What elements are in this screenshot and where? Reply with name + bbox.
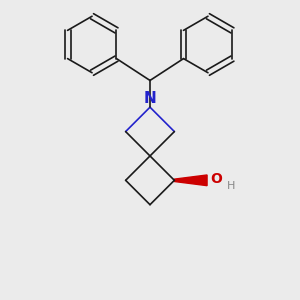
Text: N: N: [144, 91, 156, 106]
Text: O: O: [210, 172, 222, 185]
Text: H: H: [227, 181, 236, 191]
Polygon shape: [174, 175, 207, 186]
